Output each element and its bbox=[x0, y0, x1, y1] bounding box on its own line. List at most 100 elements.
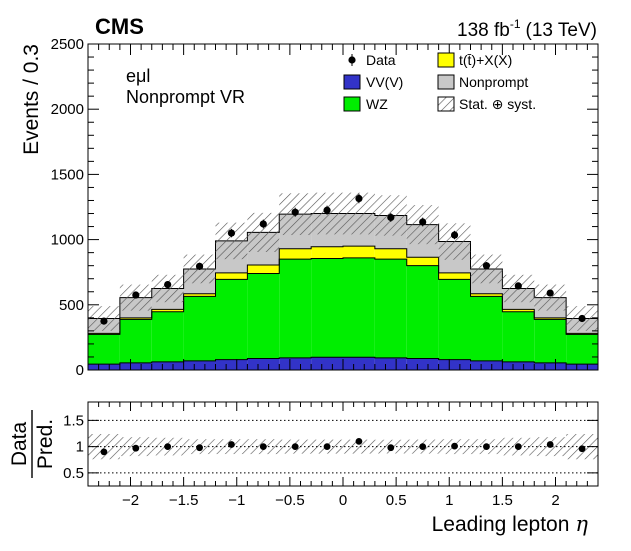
x-axis-label: Leading lepton η bbox=[432, 512, 589, 536]
bar-wz-8 bbox=[343, 257, 375, 358]
ratio-point-9 bbox=[387, 444, 395, 452]
ratio-point-1 bbox=[132, 444, 140, 452]
x-tick-label-4: 0 bbox=[339, 492, 347, 509]
y-tick-label-1: 500 bbox=[59, 297, 84, 314]
stack-outline-1 bbox=[88, 257, 598, 370]
x-tick-label-3: −0.5 bbox=[275, 492, 305, 509]
luminosity-label: 138 fb-1 (13 TeV) bbox=[457, 17, 597, 41]
bar-ttxx-2 bbox=[151, 309, 184, 312]
bar-vvv-0 bbox=[88, 364, 120, 370]
bar-vvv-7 bbox=[311, 357, 343, 370]
y-axis-label: Events / 0.3 bbox=[20, 44, 43, 155]
bar-wz-9 bbox=[374, 259, 407, 358]
legend-label-uncertainty: Stat. ⊕ syst. bbox=[459, 96, 536, 112]
x-tick-label-2: −1 bbox=[228, 492, 245, 509]
data-point-10 bbox=[419, 218, 427, 226]
legend-data-marker bbox=[348, 56, 356, 64]
data-point-8 bbox=[355, 194, 363, 203]
ratio-y-tick-label-0: 0.5 bbox=[63, 465, 84, 482]
uncertainty-bin-11 bbox=[438, 223, 471, 260]
legend-label-nonprompt: Nonprompt bbox=[459, 74, 528, 90]
data-point-11 bbox=[450, 231, 459, 239]
ratio-point-0 bbox=[100, 448, 108, 456]
data-point-13 bbox=[514, 282, 522, 290]
y-tick-label-5: 2500 bbox=[51, 36, 84, 53]
bar-wz-13 bbox=[502, 311, 535, 362]
ratio-label-denominator: Pred. bbox=[34, 419, 57, 469]
data-point-7 bbox=[323, 206, 331, 214]
ratio-point-6 bbox=[291, 443, 299, 451]
bar-ttxx-11 bbox=[438, 272, 471, 280]
main-axis-ticks: 0 500 1000 1500 2000 2500 bbox=[51, 36, 599, 379]
y-tick-label-4: 2000 bbox=[51, 101, 84, 118]
ratio-y-tick-label-1: 1 bbox=[76, 439, 84, 456]
data-point-14 bbox=[546, 289, 554, 297]
bar-ttxx-3 bbox=[183, 293, 216, 297]
bar-vvv-12 bbox=[470, 360, 503, 370]
ratio-point-14 bbox=[546, 441, 554, 448]
bar-wz-15 bbox=[566, 334, 598, 365]
stack-outline-0 bbox=[88, 356, 598, 370]
legend-label-ttx: t(t̄)+X(X) bbox=[459, 52, 512, 68]
bar-wz-5 bbox=[247, 273, 280, 359]
bar-ttxx-15 bbox=[566, 333, 598, 335]
bar-ttxx-8 bbox=[343, 246, 375, 258]
bar-ttxx-4 bbox=[215, 272, 248, 280]
data-point-12 bbox=[482, 262, 491, 270]
ratio-point-11 bbox=[451, 442, 458, 450]
bar-ttxx-1 bbox=[119, 317, 152, 320]
legend: Data t(t̄)+X(X) VV(V) Nonprompt WZ Stat.… bbox=[343, 52, 536, 112]
ratio-axis-ticks: 0.5 1 1.5 −2 −1.5 −1 −0.5 0 0.5 1 1.5 2 bbox=[63, 402, 599, 509]
bar-vvv-9 bbox=[374, 357, 407, 370]
bar-ttxx-9 bbox=[374, 248, 407, 260]
ratio-uncertainty-bin-8 bbox=[343, 439, 375, 454]
bar-vvv-4 bbox=[215, 359, 248, 370]
legend-swatch-ttx bbox=[437, 52, 455, 68]
uncertainty-bin-4 bbox=[215, 222, 248, 260]
bar-wz-4 bbox=[215, 279, 248, 360]
bar-vvv-6 bbox=[279, 357, 312, 370]
legend-swatch-nonprompt bbox=[437, 74, 455, 90]
x-tick-label-0: −2 bbox=[122, 492, 139, 509]
data-point-1 bbox=[132, 291, 140, 299]
bar-wz-7 bbox=[311, 258, 343, 358]
stack-outline-2 bbox=[88, 245, 598, 370]
bar-vvv-5 bbox=[247, 358, 280, 370]
ratio-point-13 bbox=[514, 443, 522, 451]
bar-wz-6 bbox=[279, 259, 312, 358]
y-tick-label-3: 1500 bbox=[51, 166, 84, 183]
bar-vvv-2 bbox=[151, 361, 184, 370]
bar-ttxx-10 bbox=[406, 257, 439, 266]
bar-vvv-10 bbox=[406, 358, 439, 370]
legend-label-data: Data bbox=[366, 52, 396, 68]
x-tick-label-5: 0.5 bbox=[386, 492, 407, 509]
ratio-point-3 bbox=[196, 444, 203, 452]
data-point-0 bbox=[100, 317, 108, 325]
experiment-label: CMS bbox=[95, 14, 144, 39]
y-tick-label-2: 1000 bbox=[51, 232, 84, 249]
bar-ttxx-13 bbox=[502, 309, 535, 312]
bar-ttxx-7 bbox=[311, 246, 343, 259]
uncertainty-bin-2 bbox=[151, 274, 184, 303]
bar-wz-12 bbox=[470, 296, 503, 361]
data-point-4 bbox=[227, 229, 236, 237]
data-point-5 bbox=[259, 220, 267, 228]
data-point-3 bbox=[195, 262, 204, 270]
data-point-6 bbox=[291, 208, 299, 216]
bar-vvv-8 bbox=[343, 357, 375, 370]
x-tick-label-1: −1.5 bbox=[169, 492, 199, 509]
bar-wz-2 bbox=[151, 311, 184, 362]
ratio-y-tick-label-2: 1.5 bbox=[63, 412, 84, 429]
ratio-point-8 bbox=[355, 437, 363, 445]
x-tick-label-7: 1.5 bbox=[492, 492, 513, 509]
ratio-point-4 bbox=[228, 441, 235, 448]
bar-wz-11 bbox=[438, 279, 471, 360]
legend-swatch-uncertainty bbox=[437, 96, 455, 112]
legend-label-wz: WZ bbox=[366, 96, 388, 112]
bar-wz-3 bbox=[183, 296, 216, 361]
legend-swatch-vvv bbox=[343, 74, 361, 90]
uncertainty-bin-5 bbox=[247, 212, 280, 252]
bar-ttxx-12 bbox=[470, 293, 503, 297]
bar-vvv-11 bbox=[438, 359, 471, 370]
bar-vvv-14 bbox=[534, 362, 567, 370]
